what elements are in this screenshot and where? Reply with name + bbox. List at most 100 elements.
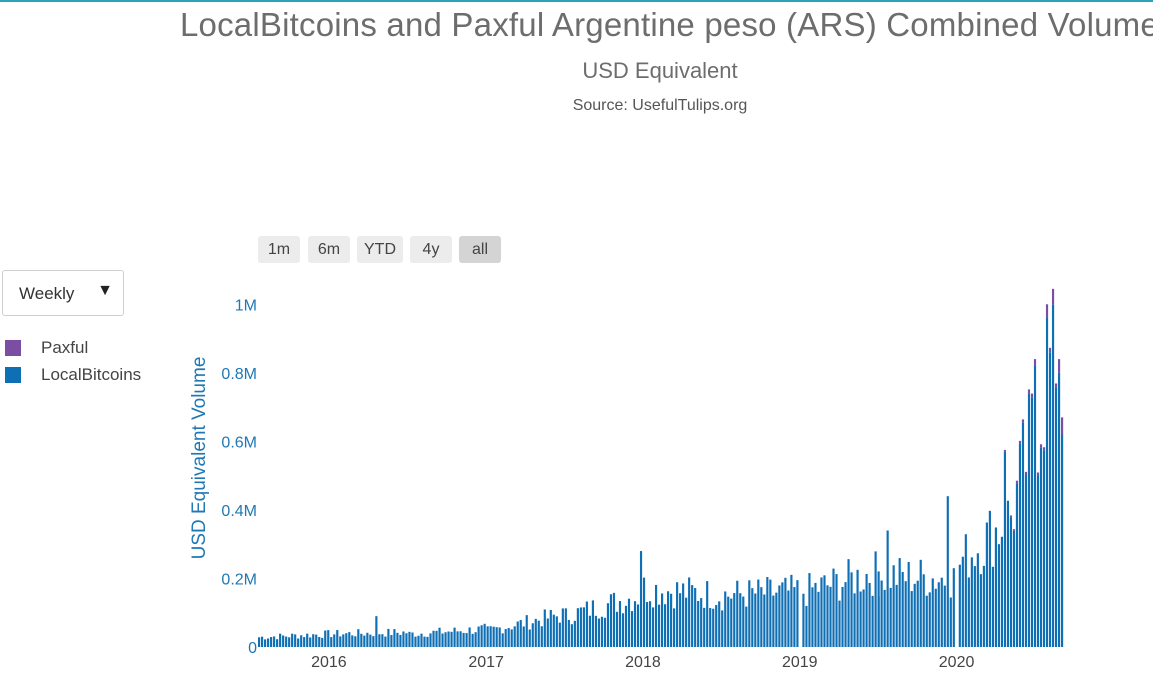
bar-localbitcoins xyxy=(862,589,865,647)
bar-paxful xyxy=(1042,447,1046,451)
bar-localbitcoins xyxy=(934,588,937,647)
bar-localbitcoins xyxy=(504,629,507,647)
bar-localbitcoins xyxy=(925,595,928,647)
bar-localbitcoins xyxy=(724,591,727,647)
bar-localbitcoins xyxy=(712,608,715,647)
bar-localbitcoins xyxy=(961,556,964,647)
bar-paxful xyxy=(1045,304,1049,318)
bar-paxful xyxy=(1039,444,1043,448)
bar-localbitcoins xyxy=(564,608,567,647)
bar-localbitcoins xyxy=(850,572,853,647)
interval-dropdown[interactable]: Weekly ▼ xyxy=(2,270,124,316)
bar-localbitcoins xyxy=(282,635,285,647)
bar-localbitcoins xyxy=(784,577,787,647)
bar-localbitcoins xyxy=(985,522,988,647)
bar-localbitcoins xyxy=(1054,387,1058,647)
bar-localbitcoins xyxy=(772,595,775,647)
y-tick-label: 0.6M xyxy=(221,434,257,451)
bar-localbitcoins xyxy=(793,587,796,647)
bar-localbitcoins xyxy=(748,580,751,647)
bar-localbitcoins xyxy=(865,573,868,647)
bar-localbitcoins xyxy=(982,565,985,647)
bar-localbitcoins xyxy=(994,527,997,647)
range-button-4y[interactable]: 4y xyxy=(410,236,452,263)
bar-localbitcoins xyxy=(703,607,706,647)
bar-localbitcoins xyxy=(808,573,811,647)
bar-localbitcoins xyxy=(856,569,859,647)
bar-localbitcoins xyxy=(462,632,465,647)
bar-localbitcoins xyxy=(555,616,558,647)
legend-label-paxful: Paxful xyxy=(41,338,89,357)
range-button-1m[interactable]: 1m xyxy=(258,236,300,263)
bar-localbitcoins xyxy=(973,566,976,647)
bar-paxful xyxy=(1033,359,1037,366)
bar-localbitcoins xyxy=(477,626,480,647)
range-button-6m[interactable]: 6m xyxy=(308,236,350,263)
bar-localbitcoins xyxy=(895,584,898,647)
bar-localbitcoins xyxy=(495,627,498,647)
bar-localbitcoins xyxy=(630,611,634,647)
bar-localbitcoins xyxy=(919,559,922,647)
bar-localbitcoins xyxy=(892,565,895,647)
bar-localbitcoins xyxy=(306,633,309,647)
bar-localbitcoins xyxy=(546,618,549,647)
bar-localbitcoins xyxy=(465,633,468,647)
bar-localbitcoins xyxy=(1033,365,1037,647)
bar-paxful xyxy=(1024,471,1028,475)
bar-localbitcoins xyxy=(267,638,270,647)
bar-localbitcoins xyxy=(645,602,649,647)
bar-localbitcoins xyxy=(615,611,619,647)
bar-localbitcoins xyxy=(378,634,381,647)
x-tick-label: 2017 xyxy=(468,654,504,671)
bar-localbitcoins xyxy=(387,628,390,647)
bar-localbitcoins xyxy=(513,626,516,647)
bar-localbitcoins xyxy=(507,628,510,647)
bar-localbitcoins xyxy=(871,595,874,647)
bar-localbitcoins xyxy=(1042,450,1046,647)
bar-localbitcoins xyxy=(354,636,357,647)
bar-localbitcoins xyxy=(408,631,411,647)
bar-localbitcoins xyxy=(468,627,471,647)
bar-localbitcoins xyxy=(1030,397,1034,647)
y-tick-label: 0 xyxy=(248,640,257,657)
bar-localbitcoins xyxy=(444,632,447,647)
bar-localbitcoins xyxy=(570,624,573,647)
bar-localbitcoins xyxy=(727,596,730,647)
bar-localbitcoins xyxy=(591,600,594,647)
bar-localbitcoins xyxy=(694,588,697,647)
bar-localbitcoins xyxy=(820,577,823,647)
bar-localbitcoins xyxy=(844,582,847,647)
bar-localbitcoins xyxy=(841,586,844,647)
range-button-all[interactable]: all xyxy=(459,236,501,263)
bar-localbitcoins xyxy=(639,551,643,647)
bar-localbitcoins xyxy=(456,631,459,647)
bar-localbitcoins xyxy=(721,610,724,647)
range-button-ytd[interactable]: YTD xyxy=(357,236,403,263)
bar-localbitcoins xyxy=(1000,536,1004,647)
bar-localbitcoins xyxy=(573,620,576,647)
bar-localbitcoins xyxy=(321,637,324,647)
bar-localbitcoins xyxy=(883,589,886,647)
bar-localbitcoins xyxy=(715,605,718,647)
bar-localbitcoins xyxy=(1003,451,1007,647)
bar-localbitcoins xyxy=(733,593,736,647)
bar-localbitcoins xyxy=(901,571,904,647)
bar-localbitcoins xyxy=(1006,500,1010,647)
bar-localbitcoins xyxy=(706,581,709,647)
bar-localbitcoins xyxy=(691,585,694,647)
bar-localbitcoins xyxy=(348,632,351,647)
bar-localbitcoins xyxy=(516,621,519,647)
bar-localbitcoins xyxy=(390,635,393,647)
bar-paxful xyxy=(1060,417,1064,435)
chart-title: LocalBitcoins and Paxful Argentine peso … xyxy=(180,6,1153,43)
bar-localbitcoins xyxy=(889,587,892,647)
bar-localbitcoins xyxy=(1015,483,1019,647)
bar-localbitcoins xyxy=(763,594,766,647)
bar-paxful xyxy=(1054,383,1058,388)
bar-localbitcoins xyxy=(802,593,805,647)
bar-localbitcoins xyxy=(907,562,910,647)
bar-localbitcoins xyxy=(384,636,387,647)
bar-localbitcoins xyxy=(967,577,970,647)
bar-localbitcoins xyxy=(760,587,763,647)
bar-localbitcoins xyxy=(847,559,850,647)
